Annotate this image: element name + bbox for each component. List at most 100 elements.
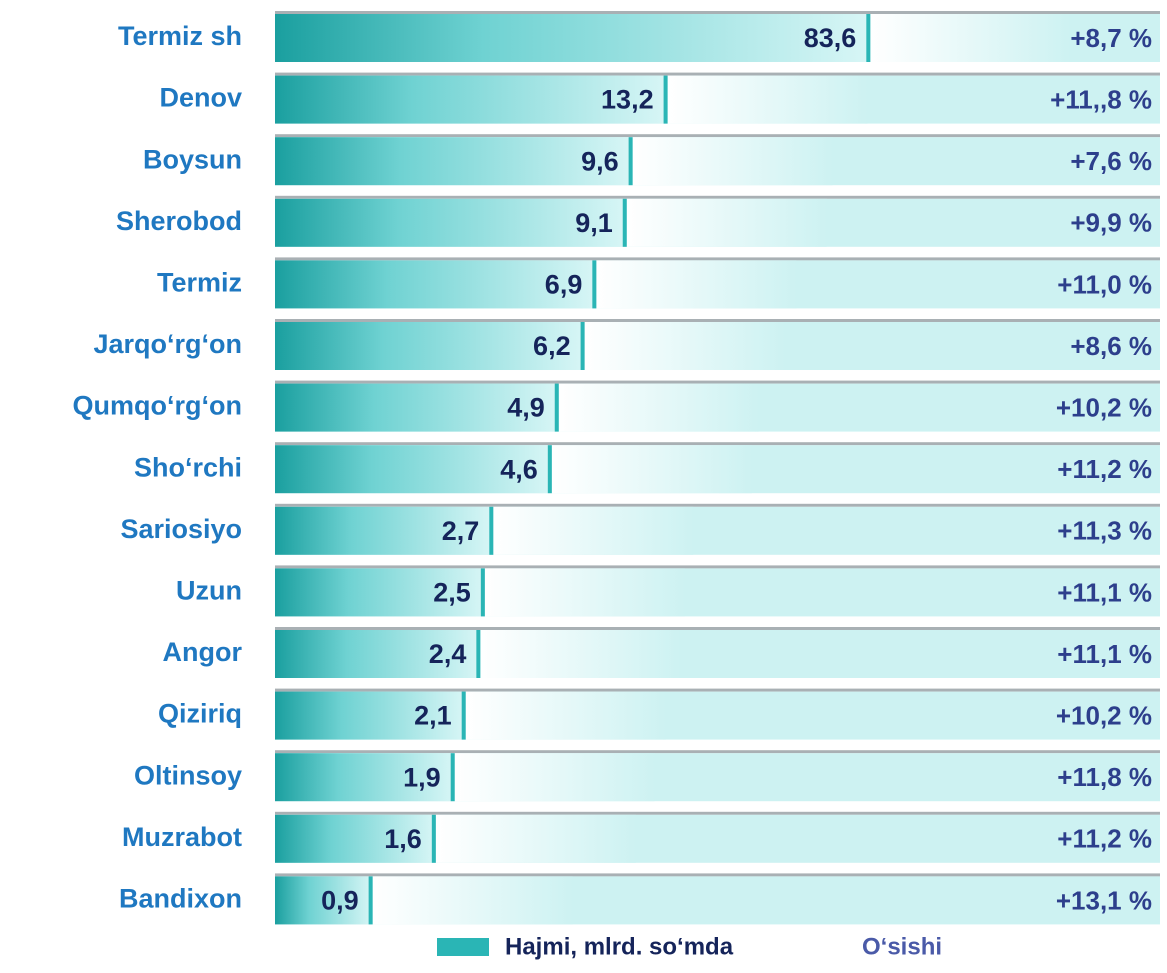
- bar-edge: [547, 445, 552, 494]
- row-shadow: [275, 11, 1160, 14]
- bar-edge: [489, 506, 494, 555]
- row-shadow: [275, 134, 1160, 138]
- value-label: 4,9: [507, 393, 545, 423]
- category-label: Boysun: [143, 144, 242, 174]
- row-shadow: [275, 72, 1160, 76]
- row-shadow: [275, 319, 1160, 322]
- growth-label: +11,8 %: [1057, 762, 1152, 792]
- bar: [275, 445, 552, 494]
- bar-edge: [592, 260, 597, 309]
- value-label: 6,2: [533, 331, 571, 361]
- growth-label: +8,7 %: [1070, 23, 1152, 53]
- bar: [275, 568, 485, 617]
- row-fade: [480, 630, 681, 678]
- row-shadow: [275, 442, 1160, 446]
- bar: [275, 383, 559, 432]
- row-fade: [667, 75, 868, 124]
- row-fade: [626, 198, 827, 247]
- row-fade: [484, 568, 685, 617]
- growth-label: +10,2 %: [1056, 700, 1152, 730]
- row-shadow: [275, 565, 1160, 569]
- legend-label: O‘sishi: [862, 933, 942, 960]
- growth-label: +11,1 %: [1057, 639, 1152, 669]
- value-label: 2,1: [414, 701, 452, 731]
- category-label: Jarqo‘rg‘on: [93, 329, 242, 359]
- row-fade: [632, 137, 833, 186]
- growth-label: +11,3 %: [1057, 516, 1152, 546]
- bar: [275, 506, 494, 555]
- row-fade: [454, 753, 655, 802]
- value-label: 13,2: [601, 85, 654, 115]
- bar: [275, 753, 455, 802]
- bar: [275, 137, 633, 186]
- category-label: Muzrabot: [122, 822, 242, 852]
- row-shadow: [275, 750, 1160, 754]
- growth-label: +11,,8 %: [1050, 84, 1152, 114]
- bar: [275, 876, 373, 925]
- category-label: Oltinsoy: [134, 760, 242, 790]
- row-shadow: [275, 627, 1160, 630]
- row-fade: [465, 691, 666, 740]
- category-label: Sherobod: [116, 206, 242, 236]
- bar-edge: [622, 198, 627, 247]
- bar-edge: [368, 876, 373, 925]
- category-label: Denov: [159, 83, 242, 113]
- category-label: Angor: [163, 637, 243, 667]
- row-fade: [551, 445, 752, 494]
- value-label: 2,5: [433, 578, 471, 608]
- value-label: 1,6: [384, 824, 422, 854]
- value-label: 83,6: [804, 23, 857, 53]
- growth-label: +9,9 %: [1070, 208, 1152, 238]
- bar-edge: [431, 814, 436, 863]
- row-fade: [558, 383, 759, 432]
- legend-swatch: [437, 938, 489, 956]
- growth-label: +11,1 %: [1057, 577, 1152, 607]
- bar: [275, 75, 668, 124]
- bar-edge: [663, 75, 668, 124]
- row-shadow: [275, 503, 1160, 507]
- bar-edge: [866, 14, 871, 62]
- value-label: 1,9: [403, 762, 441, 792]
- value-label: 0,9: [321, 886, 359, 916]
- category-label: Termiz: [157, 268, 242, 298]
- growth-label: +11,0 %: [1057, 269, 1152, 299]
- bar-edge: [450, 753, 455, 802]
- value-label: 9,1: [575, 208, 613, 238]
- row-shadow: [275, 688, 1160, 692]
- growth-label: +13,1 %: [1056, 885, 1152, 915]
- bar-edge: [580, 322, 585, 370]
- row-shadow: [275, 811, 1160, 815]
- category-label: Sariosiyo: [120, 514, 242, 544]
- growth-label: +10,2 %: [1056, 392, 1152, 422]
- value-label: 6,9: [545, 270, 583, 300]
- bar: [275, 14, 871, 62]
- growth-label: +11,2 %: [1057, 824, 1152, 854]
- row-shadow: [275, 257, 1160, 261]
- category-label: Sho‘rchi: [134, 452, 242, 482]
- value-label: 2,4: [429, 639, 467, 669]
- value-label: 2,7: [442, 516, 480, 546]
- row-fade: [870, 14, 1071, 62]
- category-label: Bandixon: [119, 884, 242, 914]
- row-shadow: [275, 195, 1160, 199]
- category-label: Uzun: [176, 576, 242, 606]
- bar-edge: [554, 383, 559, 432]
- bar: [275, 691, 466, 740]
- value-label: 4,6: [500, 454, 538, 484]
- growth-label: +8,6 %: [1070, 331, 1152, 361]
- growth-label: +11,2 %: [1057, 454, 1152, 484]
- category-label: Termiz sh: [118, 21, 242, 51]
- bar-edge: [476, 630, 481, 678]
- row-fade: [596, 260, 797, 309]
- category-label: Qiziriq: [158, 699, 242, 729]
- row-fade: [435, 814, 636, 863]
- category-label: Qumqo‘rg‘on: [73, 391, 242, 421]
- bar-edge: [480, 568, 485, 617]
- bar-edge: [628, 137, 633, 186]
- value-label: 9,6: [581, 146, 619, 176]
- bar: [275, 630, 481, 678]
- growth-label: +7,6 %: [1070, 146, 1152, 176]
- row-shadow: [275, 873, 1160, 877]
- row-shadow: [275, 380, 1160, 384]
